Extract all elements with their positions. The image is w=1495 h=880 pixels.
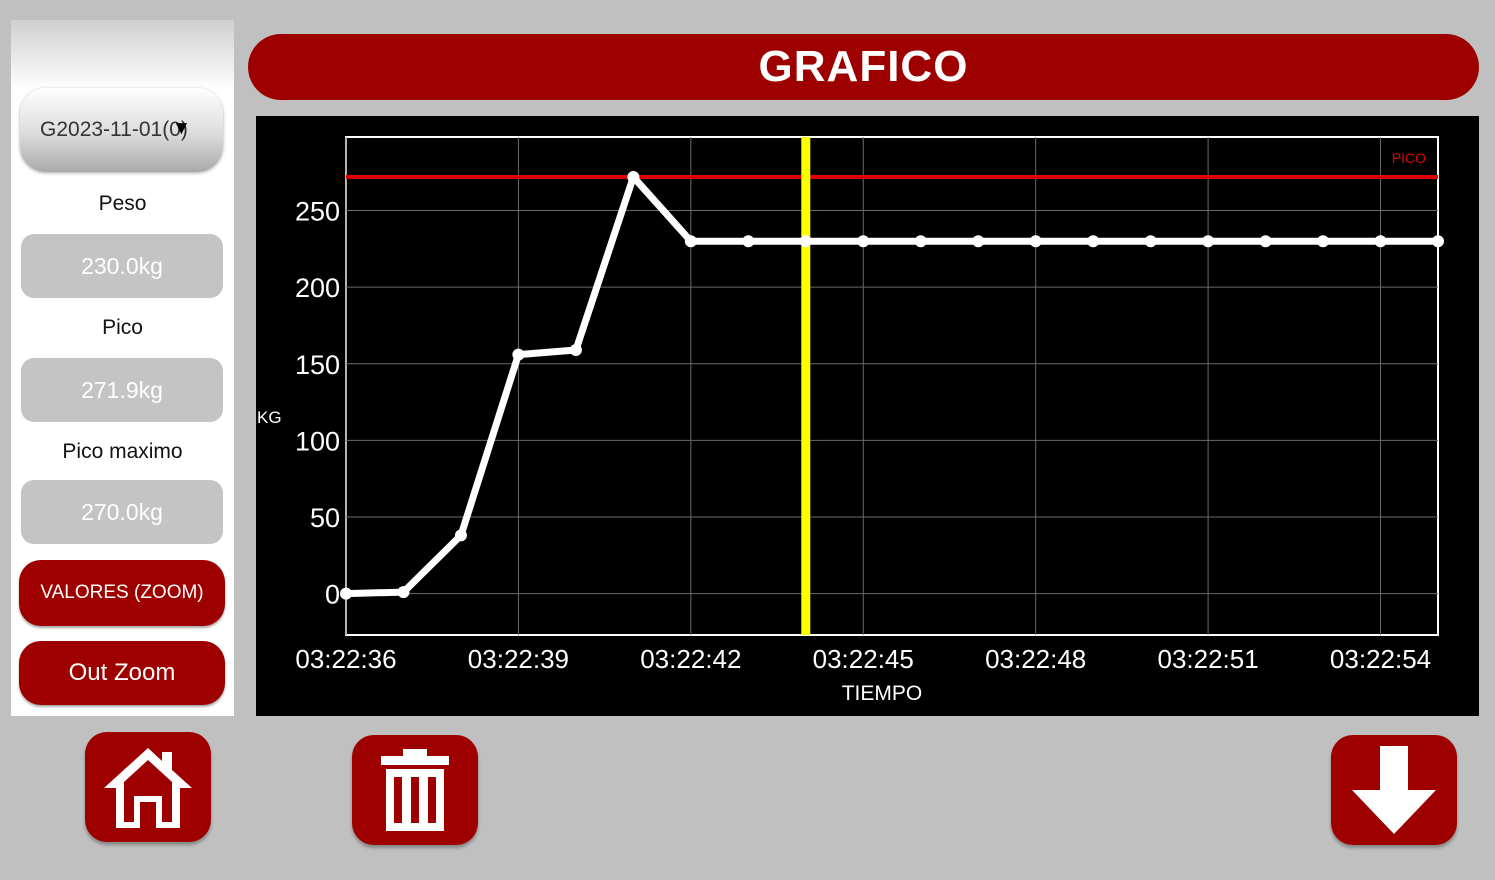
arrow-down-icon (1352, 746, 1436, 834)
x-tick-label: 03:22:54 (1330, 644, 1431, 674)
data-point (857, 235, 870, 248)
data-point (627, 170, 640, 183)
data-point (454, 529, 467, 542)
pico-value: 271.9kg (21, 358, 223, 422)
pico-maximo-label: Pico maximo (62, 440, 183, 463)
data-point (1317, 235, 1330, 248)
title-bar: GRAFICO (248, 34, 1479, 100)
data-point (569, 343, 582, 356)
download-button[interactable] (1331, 735, 1457, 845)
y-tick-label: 250 (295, 197, 340, 227)
data-point (1087, 235, 1100, 248)
data-point (1259, 235, 1272, 248)
data-point (1202, 235, 1215, 248)
y-tick-label: 150 (295, 350, 340, 380)
line-chart[interactable]: 0 50 100 150 200 250 03:22:36 03:22:39 03:22:42 0… (256, 116, 1479, 716)
peso-value: 230.0kg (21, 234, 223, 298)
data-point (684, 235, 697, 248)
pico-label: Pico (102, 316, 143, 339)
data-point (1432, 235, 1444, 248)
data-point (1374, 235, 1387, 248)
home-button[interactable] (85, 732, 211, 842)
dropdown-arrow-icon[interactable]: ▼ (172, 118, 191, 139)
page-title: GRAFICO (758, 42, 969, 91)
y-tick-label: 50 (310, 503, 340, 533)
data-point (799, 235, 812, 248)
x-tick-label: 03:22:39 (468, 644, 569, 674)
data-point (397, 586, 410, 599)
peso-label: Peso (98, 192, 147, 215)
data-point (1029, 235, 1042, 248)
pico-maximo-value: 270.0kg (21, 480, 223, 544)
x-tick-label: 03:22:45 (813, 644, 914, 674)
trash-icon (381, 749, 449, 831)
data-point (512, 348, 525, 361)
data-point (1144, 235, 1157, 248)
series-line (345, 173, 1438, 598)
y-axis-label: KG (257, 408, 282, 427)
home-icon (104, 748, 192, 828)
data-point (742, 235, 755, 248)
y-tick-label: 100 (295, 426, 340, 456)
out-zoom-button[interactable]: Out Zoom (19, 641, 225, 705)
chart-panel[interactable]: 0 50 100 150 200 250 03:22:36 03:22:39 03:22:42 0… (256, 116, 1479, 716)
data-point (972, 235, 985, 248)
y-tick-label: 0 (325, 580, 340, 610)
x-tick-label: 03:22:51 (1157, 644, 1258, 674)
x-tick-label: 03:22:42 (640, 644, 741, 674)
y-tick-label: 200 (295, 273, 340, 303)
zoom-values-button[interactable]: VALORES (ZOOM) (19, 560, 225, 626)
data-point (340, 587, 352, 600)
peak-line-label: PICO (1392, 150, 1426, 166)
x-tick-label: 03:22:36 (295, 644, 396, 674)
data-point (914, 235, 927, 248)
sidebar: G2023-11-01(0) ▼ Peso 230.0kg Pico 271.9… (11, 20, 234, 716)
selector-value: G2023-11-01(0) (40, 118, 188, 141)
x-tick-label: 03:22:48 (985, 644, 1086, 674)
test-selector-dropdown[interactable]: G2023-11-01(0) ▼ (20, 88, 223, 172)
delete-button[interactable] (352, 735, 478, 845)
x-axis-label: TIEMPO (842, 682, 923, 705)
